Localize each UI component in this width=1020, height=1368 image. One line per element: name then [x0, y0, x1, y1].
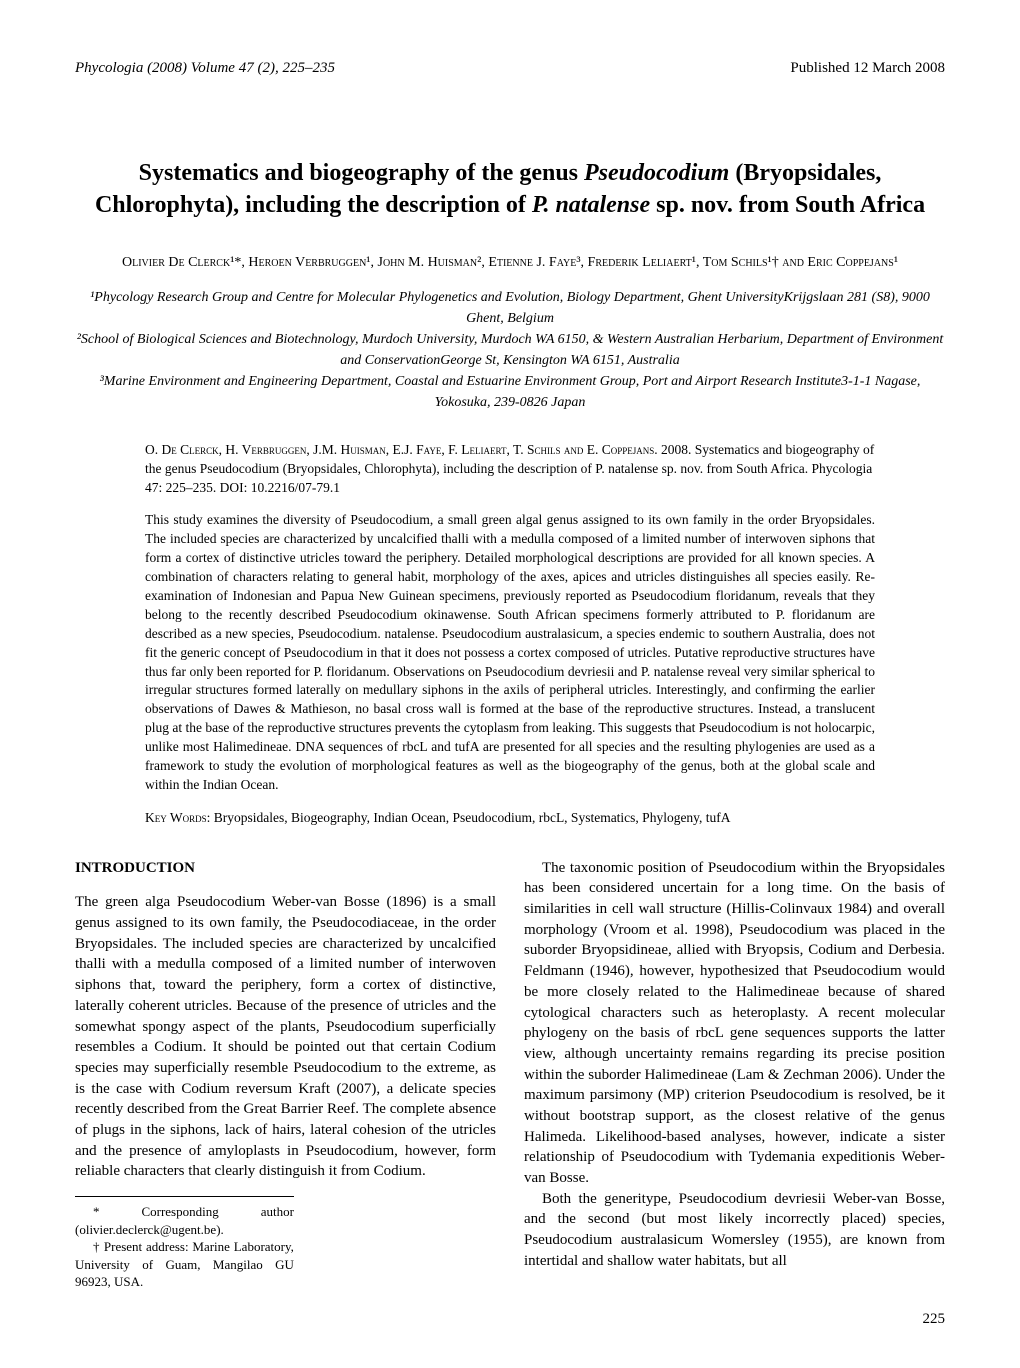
- affiliations: ¹Phycology Research Group and Centre for…: [75, 287, 945, 413]
- keywords-list: Bryopsidales, Biogeography, Indian Ocean…: [210, 810, 730, 825]
- running-header: Phycologia (2008) Volume 47 (2), 225–235…: [75, 60, 945, 77]
- abstract-block: O. De Clerck, H. Verbruggen, J.M. Huisma…: [145, 441, 875, 828]
- header-left: Phycologia (2008) Volume 47 (2), 225–235: [75, 60, 335, 77]
- footnotes: * Corresponding author (olivier.declerck…: [75, 1196, 294, 1291]
- affiliation-2: ²School of Biological Sciences and Biote…: [75, 329, 945, 371]
- affiliation-3: ³Marine Environment and Engineering Depa…: [75, 371, 945, 413]
- title-genus: Pseudocodium: [584, 160, 729, 186]
- left-column: INTRODUCTION The green alga Pseudocodium…: [75, 858, 496, 1291]
- title-species: P. natalense: [532, 192, 650, 218]
- abstract-text: This study examines the diversity of Pse…: [145, 511, 875, 794]
- authors-list: Olivier De Clerck¹*, Heroen Verbruggen¹,…: [75, 252, 945, 273]
- body-columns: INTRODUCTION The green alga Pseudocodium…: [75, 858, 945, 1291]
- citation-authors: O. De Clerck, H. Verbruggen, J.M. Huisma…: [145, 442, 658, 457]
- intro-paragraph-1: The green alga Pseudocodium Weber-van Bo…: [75, 892, 496, 1182]
- citation: O. De Clerck, H. Verbruggen, J.M. Huisma…: [145, 441, 875, 498]
- keywords: Key Words: Bryopsidales, Biogeography, I…: [145, 809, 875, 828]
- article-title: Systematics and biogeography of the genu…: [75, 157, 945, 222]
- header-right: Published 12 March 2008: [790, 60, 945, 77]
- title-text-3: sp. nov. from South Africa: [650, 192, 925, 218]
- intro-paragraph-2: The taxonomic position of Pseudocodium w…: [524, 858, 945, 1189]
- page-number: 225: [75, 1311, 945, 1328]
- footnote-present-address: † Present address: Marine Laboratory, Un…: [75, 1238, 294, 1291]
- footnote-corresponding: * Corresponding author (olivier.declerck…: [75, 1203, 294, 1238]
- title-text-1: Systematics and biogeography of the genu…: [139, 160, 584, 186]
- right-column: The taxonomic position of Pseudocodium w…: [524, 858, 945, 1291]
- introduction-heading: INTRODUCTION: [75, 858, 496, 879]
- keywords-label: Key Words:: [145, 810, 210, 825]
- affiliation-1: ¹Phycology Research Group and Centre for…: [75, 287, 945, 329]
- intro-paragraph-3: Both the generitype, Pseudocodium devrie…: [524, 1189, 945, 1272]
